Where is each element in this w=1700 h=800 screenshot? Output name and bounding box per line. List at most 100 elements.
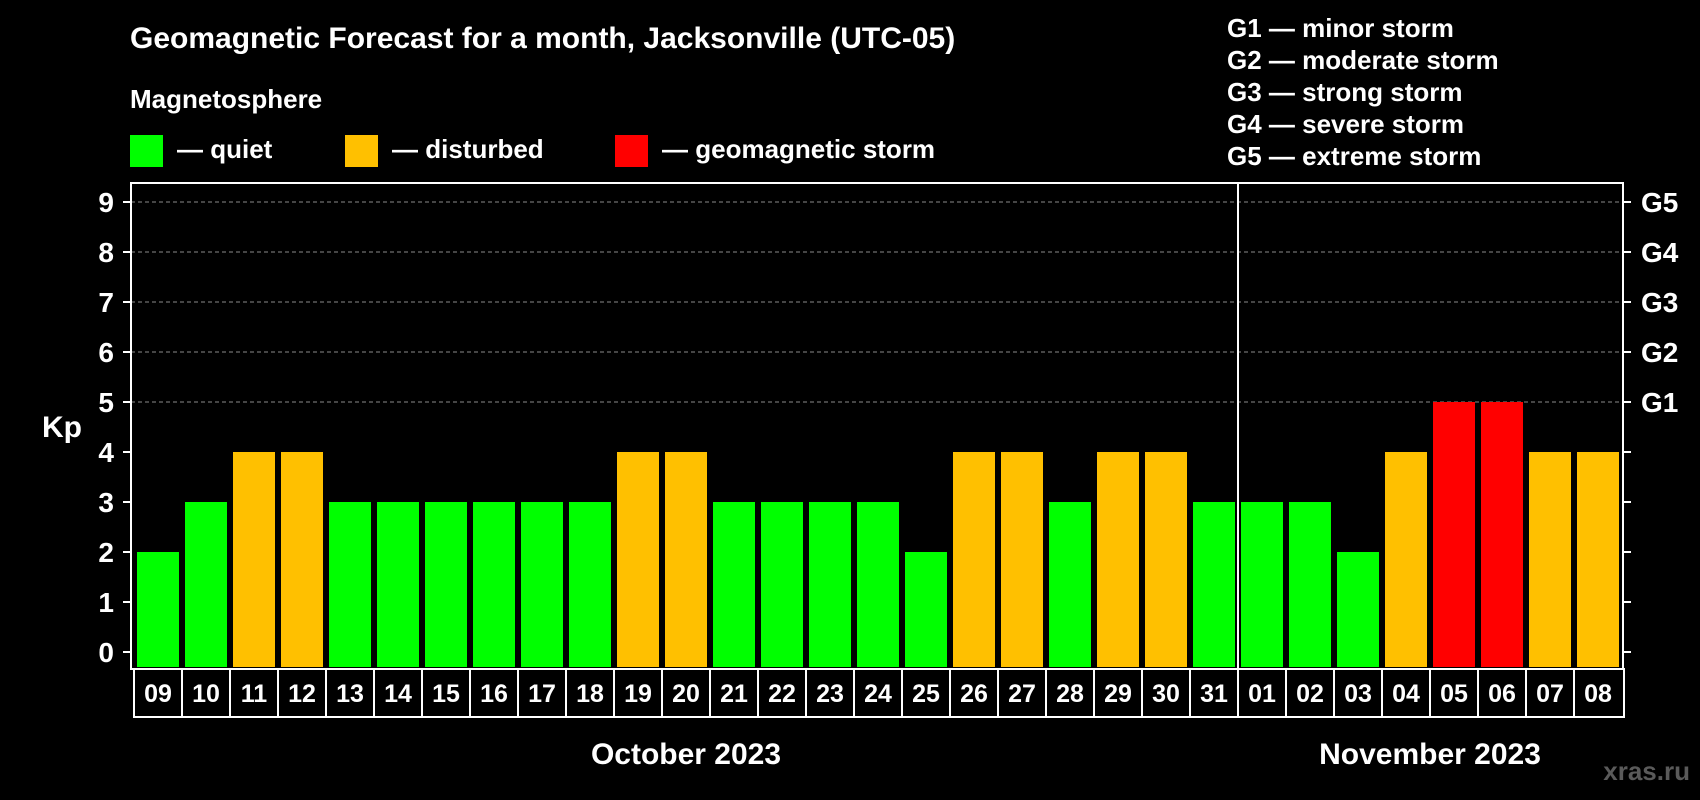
grid-lines — [131, 201, 1623, 403]
bar-14-5 — [377, 502, 419, 667]
bar-22-13 — [761, 502, 803, 667]
date-label-19-10: 19 — [624, 680, 652, 708]
date-label-15-6: 15 — [432, 680, 460, 708]
date-label-09-0: 09 — [144, 680, 172, 708]
legend-label-storm: — geomagnetic storm — [662, 134, 935, 164]
bar-26-17 — [953, 452, 995, 667]
bar-29-20 — [1097, 452, 1139, 667]
date-label-23-14: 23 — [816, 680, 844, 708]
legend-swatch-quiet — [130, 135, 163, 167]
date-label-28-19: 28 — [1056, 680, 1084, 708]
y-tick-label-8: 8 — [98, 237, 114, 268]
bar-02-24 — [1289, 502, 1331, 667]
bar-19-10 — [617, 452, 659, 667]
date-label-07-29: 07 — [1536, 680, 1564, 708]
date-label-08-30: 08 — [1584, 680, 1612, 708]
date-label-26-17: 26 — [960, 680, 988, 708]
bar-07-29 — [1529, 452, 1571, 667]
bar-23-14 — [809, 502, 851, 667]
storm-level-label-g3: G3 — [1641, 287, 1678, 318]
storm-level-label-g1: G1 — [1641, 387, 1678, 418]
date-label-31-22: 31 — [1200, 680, 1228, 708]
legend-label-disturbed: — disturbed — [392, 134, 544, 164]
date-label-01-23: 01 — [1248, 680, 1276, 708]
date-label-16-7: 16 — [480, 680, 508, 708]
bar-31-22 — [1193, 502, 1235, 667]
bar-27-18 — [1001, 452, 1043, 667]
bars — [137, 402, 1619, 667]
storm-level-label-g4: G4 — [1641, 237, 1679, 268]
bar-20-11 — [665, 452, 707, 667]
date-label-27-18: 27 — [1008, 680, 1036, 708]
storm-desc-g3: G3 — strong storm — [1227, 77, 1462, 107]
bar-24-15 — [857, 502, 899, 667]
bar-30-21 — [1145, 452, 1187, 667]
date-label-06-28: 06 — [1488, 680, 1516, 708]
bar-15-6 — [425, 502, 467, 667]
legend-heading: Magnetosphere — [130, 84, 322, 114]
y-tick-label-5: 5 — [98, 387, 114, 418]
bar-16-7 — [473, 502, 515, 667]
bar-03-25 — [1337, 552, 1379, 667]
date-label-30-21: 30 — [1152, 680, 1180, 708]
date-label-12-3: 12 — [288, 680, 316, 708]
bar-09-0 — [137, 552, 179, 667]
date-label-21-12: 21 — [720, 680, 748, 708]
bar-25-16 — [905, 552, 947, 667]
date-label-24-15: 24 — [864, 680, 892, 708]
bar-21-12 — [713, 502, 755, 667]
month-label-1: November 2023 — [1319, 738, 1541, 771]
storm-desc-g2: G2 — moderate storm — [1227, 45, 1499, 75]
chart-title: Geomagnetic Forecast for a month, Jackso… — [130, 22, 955, 55]
bar-08-30 — [1577, 452, 1619, 667]
storm-level-axis: G1 G2 G3 G4 G5 — [1623, 187, 1679, 653]
watermark: xras.ru — [1603, 756, 1690, 786]
bar-05-27 — [1433, 402, 1475, 667]
date-label-20-11: 20 — [672, 680, 700, 708]
date-label-10-1: 10 — [192, 680, 220, 708]
y-tick-label-4: 4 — [98, 437, 114, 468]
bar-01-23 — [1241, 502, 1283, 667]
storm-desc-g5: G5 — extreme storm — [1227, 141, 1481, 171]
bar-28-19 — [1049, 502, 1091, 667]
bar-11-2 — [233, 452, 275, 667]
date-label-25-16: 25 — [912, 680, 940, 708]
date-label-17-8: 17 — [528, 680, 556, 708]
date-label-02-24: 02 — [1296, 680, 1324, 708]
date-label-22-13: 22 — [768, 680, 796, 708]
bar-06-28 — [1481, 402, 1523, 667]
y-tick-label-7: 7 — [98, 287, 114, 318]
y-tick-label-3: 3 — [98, 487, 114, 518]
bar-13-4 — [329, 502, 371, 667]
legend-swatch-disturbed — [345, 135, 378, 167]
bar-18-9 — [569, 502, 611, 667]
date-label-29-20: 29 — [1104, 680, 1132, 708]
y-tick-label-9: 9 — [98, 187, 114, 218]
date-label-11-2: 11 — [241, 680, 268, 708]
date-label-14-5: 14 — [384, 680, 412, 708]
storm-level-label-g5: G5 — [1641, 187, 1678, 218]
date-label-13-4: 13 — [336, 680, 364, 708]
legend-swatch-storm — [615, 135, 648, 167]
y-tick-label-0: 0 — [98, 637, 114, 668]
date-label-05-27: 05 — [1440, 680, 1468, 708]
bar-10-1 — [185, 502, 227, 667]
date-axis: 09 10 11 12 13 14 15 16 17 18 19 20 21 22 23 24 25 26 27 28… — [133, 668, 1625, 718]
date-label-18-9: 18 — [576, 680, 604, 708]
y-axis-ticks: 0 1 2 3 4 5 6 7 8 9 — [98, 187, 131, 668]
storm-desc-g4: G4 — severe storm — [1227, 109, 1464, 139]
legend-label-quiet: — quiet — [177, 134, 273, 164]
y-tick-label-2: 2 — [98, 537, 114, 568]
y-axis-label: Kp — [42, 411, 82, 444]
date-label-03-25: 03 — [1344, 680, 1372, 708]
bar-17-8 — [521, 502, 563, 667]
storm-desc-g1: G1 — minor storm — [1227, 13, 1454, 43]
date-axis-frame — [133, 668, 1625, 718]
bar-04-26 — [1385, 452, 1427, 667]
month-label-0: October 2023 — [591, 738, 781, 771]
y-tick-label-1: 1 — [98, 587, 114, 618]
legend: — quiet — disturbed — geomagnetic storm — [130, 134, 935, 167]
bar-12-3 — [281, 452, 323, 667]
